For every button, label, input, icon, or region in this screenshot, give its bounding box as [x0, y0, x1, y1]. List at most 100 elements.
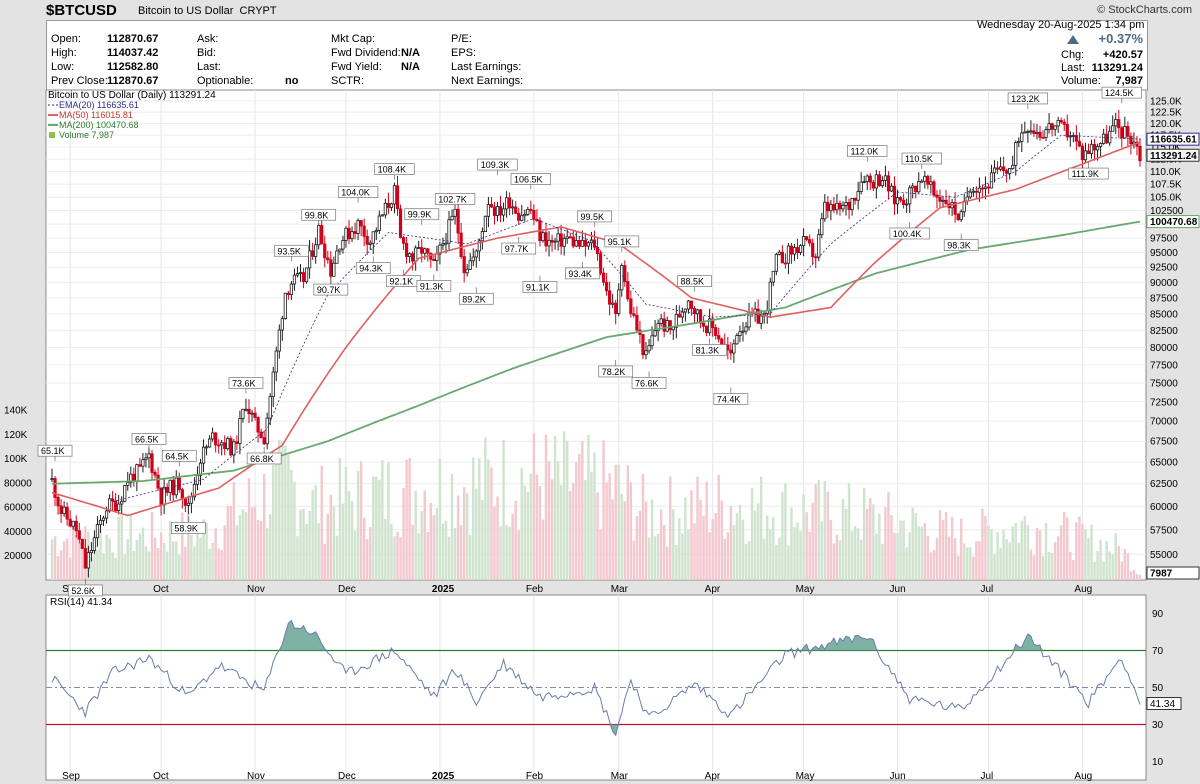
volume-bar [96, 550, 99, 580]
volume-bar [135, 539, 139, 580]
volume-bar [323, 543, 326, 580]
candle-body [1011, 164, 1015, 169]
volume-bar [935, 537, 939, 580]
candle-body [568, 236, 572, 239]
candle-body [653, 330, 657, 337]
volume-bar [514, 500, 517, 580]
volume-bar [484, 437, 487, 580]
candle-body [426, 248, 430, 254]
peak-label-box [434, 193, 476, 205]
volume-bar [1108, 551, 1111, 580]
volume-bar [178, 554, 181, 580]
candle-body [1138, 145, 1142, 162]
volume-bar [638, 510, 642, 580]
candle-body [608, 290, 612, 305]
volume-bar [1032, 555, 1036, 580]
candle-body [841, 204, 845, 210]
next-earnings-label: Next Earnings: [451, 75, 524, 87]
volume-bar [717, 474, 720, 580]
volume-bar [790, 507, 793, 580]
candle-body [220, 442, 224, 446]
candle-body [701, 322, 706, 327]
candle-body [844, 201, 848, 206]
volume-bar [590, 471, 593, 580]
volume-bar [596, 492, 599, 580]
candle-body [677, 313, 681, 318]
legend-volume-swatch [49, 132, 55, 138]
candle-body [795, 247, 800, 253]
x-tick-label: 2025 [432, 584, 455, 595]
candle-body [705, 325, 709, 334]
candle-body [577, 240, 581, 247]
low-value: 112582.80 [107, 61, 159, 73]
price-last-flag-box [1146, 148, 1200, 162]
peak-label-box [355, 262, 391, 274]
peak-label-box [677, 275, 712, 287]
candle-body [595, 246, 600, 254]
volume-bar [426, 531, 430, 580]
volume-bar [635, 516, 639, 580]
volume-bar [611, 499, 614, 580]
volume-bar [235, 525, 239, 580]
candle-body [311, 250, 315, 257]
volume-bar [565, 440, 569, 580]
candle-body [601, 272, 606, 283]
volume-bar [311, 490, 314, 580]
volume-bar [75, 535, 78, 580]
peak-label: 99.5K [580, 212, 604, 222]
candle-body [526, 209, 530, 215]
x-tick-label: Apr [705, 584, 721, 595]
peak-label: 94.3K [359, 264, 383, 274]
volume-bar [1041, 556, 1045, 580]
volume-bar [984, 516, 987, 580]
candle-body [711, 318, 715, 329]
candle-body [632, 313, 636, 316]
ema-last-flag-box [1146, 132, 1200, 146]
volume-bar [575, 461, 578, 580]
volume-bar [759, 476, 763, 580]
candle-body [756, 308, 760, 324]
candle-body [571, 236, 575, 247]
x-tick-label: Oct [153, 584, 169, 595]
volume-bar [920, 526, 924, 580]
price-last-flag: 113291.24 [1150, 151, 1197, 162]
candle-body [120, 500, 124, 505]
peak-label-box [901, 152, 942, 165]
candle-body [629, 298, 633, 315]
candle-body [614, 302, 618, 314]
x-tick-label: Mar [611, 584, 629, 595]
volume-bar [220, 550, 223, 580]
rsi-tick-label: 50 [1152, 683, 1164, 694]
candle-body [1117, 119, 1121, 129]
candle-body [689, 300, 694, 309]
volume-label: Volume: [1061, 75, 1101, 87]
candle-body [720, 338, 724, 345]
volume-bar [1120, 561, 1124, 580]
candle-body [1029, 130, 1033, 133]
volume-bar [766, 515, 769, 580]
volume-bar [417, 533, 420, 580]
volume-bar [769, 529, 772, 580]
legend-ema20: EMA(20) 116635.61 [59, 100, 139, 110]
volume-bar [799, 530, 802, 580]
candle-body [323, 243, 327, 259]
volume-bar [838, 540, 842, 580]
volume-bar [302, 509, 305, 580]
candle-body [550, 239, 554, 243]
volume-bar [544, 434, 548, 580]
candle-body [277, 329, 281, 352]
candle-body [617, 289, 621, 314]
candle-body [968, 191, 972, 198]
candle-body [574, 240, 578, 247]
candle-body [250, 412, 254, 415]
x-tick-label: Feb [526, 584, 544, 595]
mktcap-label: Mkt Cap: [331, 33, 376, 45]
candle-body [811, 242, 815, 258]
candle-body [856, 191, 860, 201]
volume-bar [966, 547, 969, 580]
volume-bar [120, 515, 123, 580]
volume-bar [456, 495, 460, 580]
peak-label: 89.2K [462, 294, 486, 304]
volume-bar [59, 550, 63, 580]
candle-body [880, 180, 885, 187]
